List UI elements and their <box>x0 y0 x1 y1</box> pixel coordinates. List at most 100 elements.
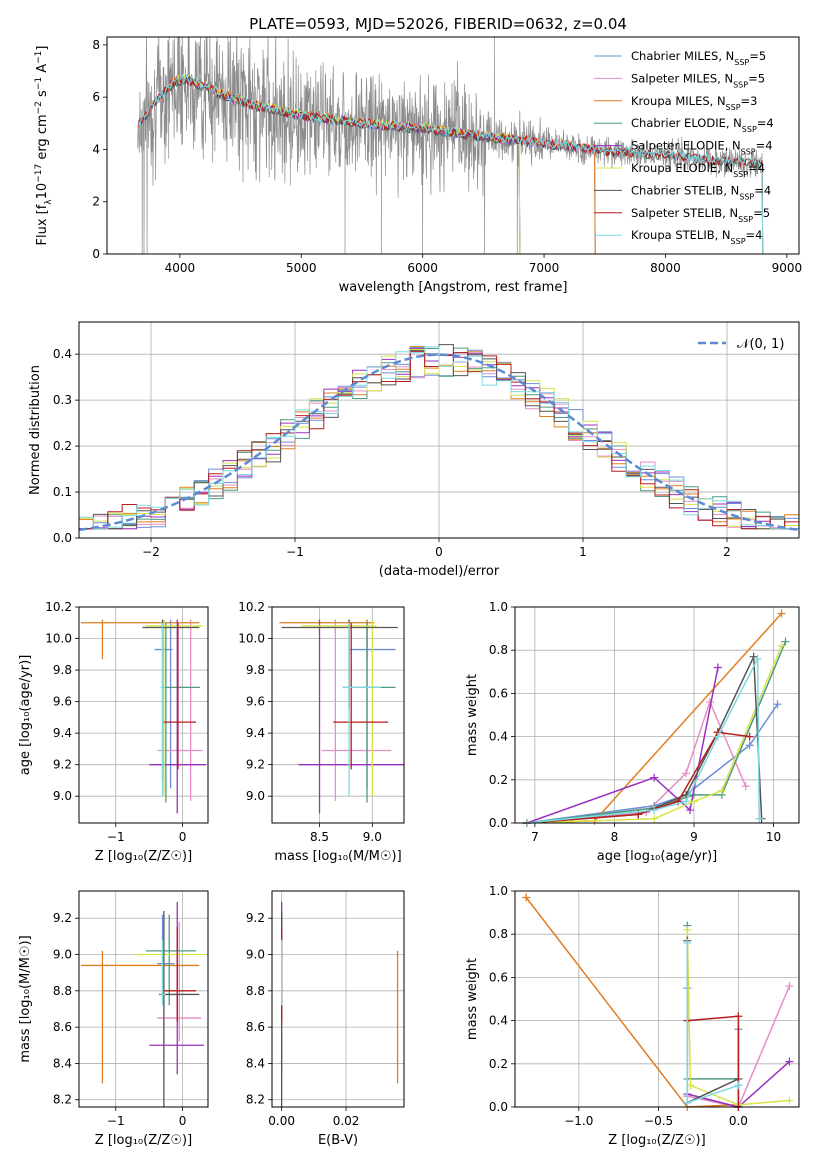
series-point <box>773 700 782 709</box>
series-point <box>741 782 750 791</box>
legend-label: Kroupa MILES, N <box>631 94 726 108</box>
x-tick-label: 4000 <box>165 261 196 275</box>
legend-nssp: =5 <box>753 206 770 220</box>
y-axis-label: mass weight <box>465 958 480 1040</box>
figure-title: PLATE=0593, MJD=52026, FIBERID=0632, z=0… <box>249 15 627 33</box>
y-axis-label: Normed distribution <box>28 365 43 495</box>
series-point <box>683 1098 692 1107</box>
legend-entry: Kroupa ELODIE, NSSP=4 <box>631 161 765 179</box>
x-axis-label: E(B-V) <box>318 1133 358 1148</box>
legend-subscript: SSP <box>733 170 748 179</box>
series-point <box>781 637 790 646</box>
axes-mass-vs-Z: −1 0 8.2 8.4 8.6 8.8 9.0 9.2 Z [log₁₀(Z/Z☉)] mass… <box>18 890 209 1148</box>
x-axis-label: wavelength [Angstrom, rest frame] <box>339 280 568 295</box>
series-point <box>734 1012 743 1021</box>
y-tick-label: 8.8 <box>53 984 72 998</box>
x-tick-label: 0.0 <box>729 1114 748 1128</box>
x-tick-label: 9000 <box>772 261 803 275</box>
x-tick-label: −1 <box>286 545 304 559</box>
y-tick-label: 8.4 <box>246 1056 265 1070</box>
y-tick-label: 10.2 <box>238 600 265 614</box>
x-tick-label: −2 <box>142 545 160 559</box>
x-tick-label: −1 <box>107 830 125 844</box>
series-point <box>745 741 754 750</box>
y-tick-label: 8.8 <box>246 984 265 998</box>
y-tick-label: 0.1 <box>53 485 72 499</box>
x-tick-label: 9 <box>690 830 698 844</box>
y-tick-label: 0.2 <box>489 773 508 787</box>
y-axis-label-part: λ <box>44 199 54 205</box>
series-point <box>745 732 754 741</box>
model-line <box>138 73 764 254</box>
y-tick-label: 9.2 <box>53 911 72 925</box>
y-tick-label: 0.4 <box>489 1014 508 1028</box>
legend-subscript: SSP <box>741 147 756 156</box>
x-axis-label: age [log₁₀(age/yr)] <box>597 849 718 864</box>
x-tick-label: 0 <box>435 545 443 559</box>
legend-nssp: =4 <box>754 183 771 197</box>
series-line <box>687 985 791 1107</box>
series-line <box>687 1061 790 1107</box>
y-axis-label-part: −17 <box>34 164 44 183</box>
legend-subscript: SSP <box>739 192 754 201</box>
series-point <box>717 786 726 795</box>
y-tick-label: 8.2 <box>53 1093 72 1107</box>
series-line <box>526 658 760 823</box>
series-point <box>753 654 762 663</box>
x-tick-label: −0.5 <box>644 1114 673 1128</box>
series-point <box>683 938 692 947</box>
series-line <box>686 929 790 1106</box>
y-tick-label: 9.2 <box>246 758 265 772</box>
legend-entry: Salpeter STELIB, NSSP=5 <box>631 206 770 224</box>
y-tick-label: 2 <box>92 195 100 209</box>
y-axis-label: mass weight <box>465 674 480 756</box>
y-tick-label: 9.0 <box>53 789 72 803</box>
x-tick-label: 0.02 <box>333 1114 360 1128</box>
legend-nssp: =4 <box>756 139 773 153</box>
y-tick-label: 0.8 <box>489 927 508 941</box>
y-axis-label-part: erg cm <box>35 114 50 163</box>
legend-subscript: SSP <box>726 102 741 111</box>
x-tick-label: 9.0 <box>363 830 382 844</box>
x-axis-label: mass [log₁₀(M/M☉)] <box>274 849 401 864</box>
legend-label: Chabrier MILES, N <box>631 49 734 63</box>
y-axis-label-part: s <box>35 90 50 101</box>
legend-label: Chabrier STELIB, N <box>631 183 739 197</box>
legend-nssp: =5 <box>749 49 766 63</box>
y-tick-label: 0.2 <box>489 1057 508 1071</box>
y-axis-label: Flux [fλ10−17 erg cm−2 s−1 A−1] <box>34 46 54 246</box>
x-axis-label: (data-model)/error <box>379 564 500 579</box>
y-tick-label: 0.4 <box>53 347 72 361</box>
y-axis-label-part: ] <box>35 46 50 51</box>
x-tick-label: 8000 <box>650 261 681 275</box>
series-point <box>734 1081 743 1090</box>
y-axis-label-part: −1 <box>34 77 44 90</box>
x-tick-label: −1 <box>107 1114 125 1128</box>
y-tick-label: 10.0 <box>238 632 265 646</box>
series-point <box>713 732 722 741</box>
series-point <box>682 797 691 806</box>
legend-entry: Kroupa STELIB, NSSP=4 <box>631 228 762 246</box>
x-tick-label: 2 <box>723 545 731 559</box>
axes-mass-vs-EBV: 0.00 0.02 8.2 8.4 8.6 8.8 9.0 9.2 E(B-V) <box>246 890 405 1148</box>
series-point <box>777 609 786 618</box>
y-tick-label: 9.8 <box>246 663 265 677</box>
legend-entry: Kroupa MILES, NSSP=3 <box>631 94 757 112</box>
x-tick-label: −1.0 <box>564 1114 593 1128</box>
y-tick-label: 0 <box>92 247 100 261</box>
legend-label: Salpeter STELIB, N <box>631 206 738 220</box>
series-point <box>785 1057 794 1066</box>
axes-spectrum: 4000 5000 6000 7000 8000 9000 0 2 4 6 8 wavelength … <box>34 36 803 295</box>
x-tick-label: 7 <box>531 830 539 844</box>
legend-subscript: SSP <box>731 237 746 246</box>
series-point <box>755 814 764 823</box>
y-tick-label: 0.6 <box>489 970 508 984</box>
y-tick-label: 9.4 <box>246 726 265 740</box>
legend-nssp: =4 <box>748 161 765 175</box>
legend-label: Chabrier ELODIE, N <box>631 116 742 130</box>
y-tick-label: 4 <box>92 142 100 156</box>
series-line <box>526 667 719 823</box>
series-point <box>682 769 691 778</box>
y-tick-label: 10.0 <box>45 632 72 646</box>
series-point <box>777 641 786 650</box>
